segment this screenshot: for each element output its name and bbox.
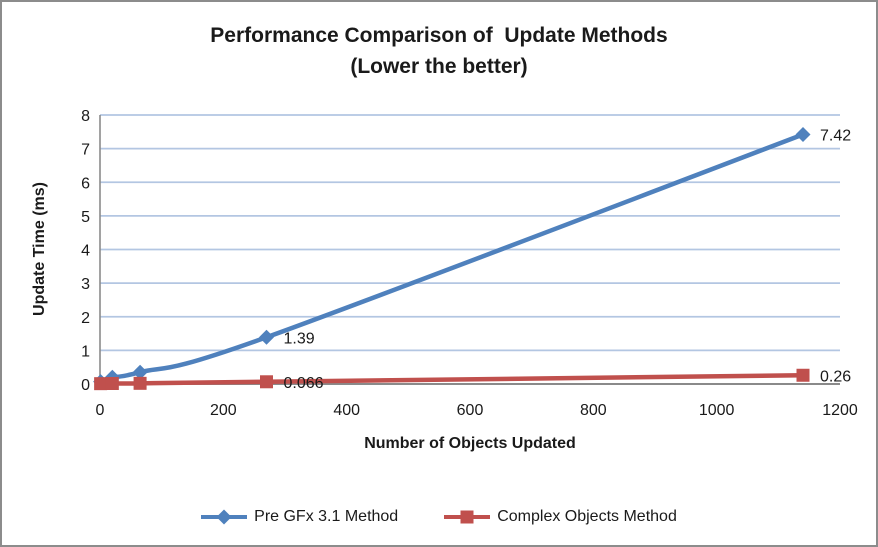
marker-pre-gfx-3-1-method-65 [132, 364, 148, 380]
y-tick-label-7: 7 [81, 142, 90, 159]
x-tick-label-600: 600 [457, 402, 484, 419]
x-tick-label-800: 800 [580, 402, 607, 419]
data-label-complex-objects-method-0.066: 0.066 [284, 375, 324, 392]
x-tick-label-200: 200 [210, 402, 237, 419]
y-tick-label-8: 8 [81, 108, 90, 125]
chart-title-line2: (Lower the better) [350, 55, 528, 78]
y-tick-label-4: 4 [81, 243, 90, 260]
data-label-pre-gfx-3-1-method-7.42: 7.42 [820, 128, 851, 145]
series-line-complex-objects-method [98, 373, 806, 386]
y-tick-label-1: 1 [81, 343, 90, 360]
legend-item-pre-gfx-method: Pre GFx 3.1 Method [201, 508, 398, 526]
legend-swatch-diamond-icon [201, 509, 248, 525]
y-tick-label-0: 0 [81, 377, 90, 394]
chart-title-line1: Performance Comparison of Update Methods [210, 24, 668, 47]
chart-title: Performance Comparison of Update Methods… [2, 20, 876, 82]
data-label-complex-objects-method-0.26: 0.26 [820, 368, 851, 385]
marker-complex-objects-method-1140 [796, 368, 810, 382]
x-tick-label-400: 400 [333, 402, 360, 419]
legend-label-complex-objects-method: Complex Objects Method [497, 508, 677, 525]
y-tick-label-3: 3 [81, 276, 90, 293]
series-complex-objects-method: 0.066 0.26 [94, 368, 851, 392]
data-label-pre-gfx-3-1-method-1.39: 1.39 [284, 330, 315, 347]
marker-pre-gfx-3-1-method-270 [259, 329, 274, 345]
y-tick-label-5: 5 [81, 209, 90, 226]
y-tick-label-2: 2 [81, 310, 90, 327]
legend-swatch-square-icon [444, 510, 491, 524]
marker-complex-objects-method-1 [94, 377, 108, 391]
marker-complex-objects-method-20 [105, 376, 119, 390]
legend-marker-complex-objects-method [460, 510, 474, 524]
legend-label-pre-gfx-method: Pre GFx 3.1 Method [254, 508, 399, 525]
x-tick-label-1000: 1000 [699, 402, 735, 419]
x-tick-label-0: 0 [96, 402, 105, 419]
legend-item-complex-objects-method: Complex Objects Method [444, 508, 677, 526]
y-tick-label-6: 6 [81, 175, 90, 192]
series-line-pre-gfx-3-1-method [98, 132, 806, 384]
legend-marker-pre-gfx-3-1-method [216, 509, 232, 525]
marker-complex-objects-method-65 [133, 376, 147, 390]
marker-complex-objects-method-270 [260, 375, 273, 389]
legend: Pre GFx 3.1 Method Complex Objects Metho… [2, 501, 876, 533]
x-tick-label-1200: 1200 [822, 402, 858, 419]
x-axis-title: Number of Objects Updated [364, 435, 576, 452]
marker-pre-gfx-3-1-method-1140 [795, 127, 811, 143]
